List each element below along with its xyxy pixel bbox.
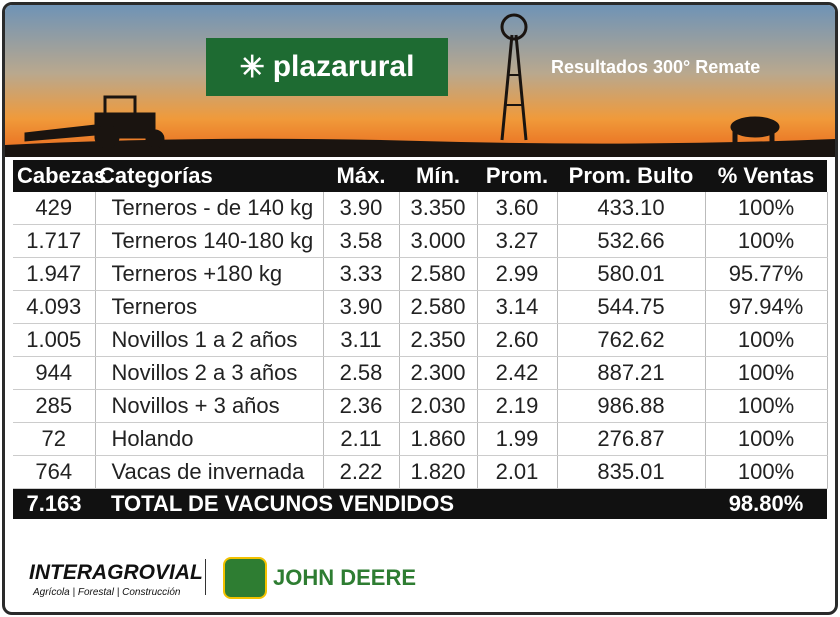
cell: 2.030 <box>399 389 478 423</box>
cell: Novillos + 3 años <box>95 389 324 423</box>
total-heads: 7.163 <box>13 488 95 519</box>
column-header: Cabezas <box>13 160 106 192</box>
cell: 1.005 <box>13 323 96 357</box>
brand-logo: ✳ plazarural <box>206 38 448 96</box>
sponsor-tagline: Agrícola | Forestal | Construcción <box>33 587 181 598</box>
table-row: 1.947 Terneros +180 kg 3.33 2.580 2.99 580.01… <box>13 257 828 291</box>
cell: 95.77% <box>705 257 828 291</box>
subtitle: Resultados 300° Remate <box>551 57 761 77</box>
column-header: Mín. <box>399 160 477 192</box>
cell: 1.860 <box>399 422 478 456</box>
cell: 1.717 <box>13 224 96 258</box>
cell: Terneros +180 kg <box>95 257 324 291</box>
table-row: 764 Vacas de invernada 2.22 1.820 2.01 835.01… <box>13 455 828 489</box>
total-percent: 98.80% <box>705 488 827 519</box>
table-row: 285 Novillos + 3 años 2.36 2.030 2.19 986.88 1… <box>13 389 828 423</box>
cell: 72 <box>13 422 96 456</box>
cell: 4.093 <box>13 290 96 324</box>
cell: 2.580 <box>399 290 478 324</box>
cell: 3.11 <box>323 323 400 357</box>
column-header: Prom. <box>477 160 557 192</box>
cell: 986.88 <box>557 389 706 423</box>
column-header: Máx. <box>323 160 399 192</box>
cell: 764 <box>13 455 96 489</box>
table-row: 944 Novillos 2 a 3 años 2.58 2.300 2.42 887.2… <box>13 356 828 390</box>
separator <box>205 559 206 595</box>
table-row: 72 Holando 2.11 1.860 1.99 276.87 100% <box>13 422 828 456</box>
cell: 3.33 <box>323 257 400 291</box>
total-row: 7.163 TOTAL DE VACUNOS VENDIDOS 98.80% <box>13 488 827 519</box>
cell: 2.01 <box>477 455 558 489</box>
table-row: 1.005 Novillos 1 a 2 años 3.11 2.350 2.60 762… <box>13 323 828 357</box>
cell: 1.947 <box>13 257 96 291</box>
cell: 1.99 <box>477 422 558 456</box>
cell: 97.94% <box>705 290 828 324</box>
cell: 2.99 <box>477 257 558 291</box>
cell: 2.60 <box>477 323 558 357</box>
cell: 3.60 <box>477 192 558 225</box>
cell: 2.19 <box>477 389 558 423</box>
brand: plazarural <box>272 50 415 83</box>
cell: 3.000 <box>399 224 478 258</box>
column-header: Prom. Bulto <box>557 160 705 192</box>
cell: 100% <box>705 224 828 258</box>
cell: 100% <box>705 455 828 489</box>
cell: 100% <box>705 389 828 423</box>
cell: 544.75 <box>557 290 706 324</box>
cell: 3.90 <box>323 290 400 324</box>
cell: Holando <box>95 422 324 456</box>
cell: 3.58 <box>323 224 400 258</box>
cell: Novillos 2 a 3 años <box>95 356 324 390</box>
table-row: 1.717 Terneros 140-180 kg 3.58 3.000 3.27 532… <box>13 224 828 258</box>
cell: 2.22 <box>323 455 400 489</box>
cell: 100% <box>705 356 828 390</box>
table-row: 429 Terneros - de 140 kg 3.90 3.350 3.60 433.… <box>13 192 828 225</box>
table-row: 4.093 Terneros 3.90 2.580 3.14 544.75 97.94% <box>13 290 828 324</box>
column-header: Categorías <box>95 160 323 192</box>
cell: 2.36 <box>323 389 400 423</box>
results-table: Cabezas Categorías Máx. Mín. Prom. Prom. Bult… <box>13 160 828 519</box>
cell: 429 <box>13 192 96 225</box>
cell: Terneros - de 140 kg <box>95 192 324 225</box>
cell: 1.820 <box>399 455 478 489</box>
cell: 762.62 <box>557 323 706 357</box>
cell: Vacas de invernada <box>95 455 324 489</box>
cell: 532.66 <box>557 224 706 258</box>
sponsor: JOHN DEERE <box>273 565 417 590</box>
cell: 944 <box>13 356 96 390</box>
footer: INTERAGROVIAL Agrícola | Forestal | Cons… <box>5 545 835 612</box>
cell: 2.350 <box>399 323 478 357</box>
sponsor-icon <box>223 557 267 599</box>
cell: 285 <box>13 389 96 423</box>
cell: Terneros <box>95 290 324 324</box>
cell: 100% <box>705 192 828 225</box>
cell: 433.10 <box>557 192 706 225</box>
cell: 2.58 <box>323 356 400 390</box>
cell: 3.350 <box>399 192 478 225</box>
cell: 100% <box>705 323 828 357</box>
cell: 100% <box>705 422 828 456</box>
cell: 2.42 <box>477 356 558 390</box>
cell: 3.90 <box>323 192 400 225</box>
cell: 2.11 <box>323 422 400 456</box>
banner <box>5 5 835 157</box>
logo-icon: ✳ <box>239 50 265 84</box>
cell: 2.580 <box>399 257 478 291</box>
cell: 3.27 <box>477 224 558 258</box>
header-row: Cabezas Categorías Máx. Mín. Prom. Prom. Bult… <box>13 160 827 192</box>
cell: 3.14 <box>477 290 558 324</box>
column-header: % Ventas <box>705 160 827 192</box>
cell: Novillos 1 a 2 años <box>95 323 324 357</box>
cell: 887.21 <box>557 356 706 390</box>
cell: 2.300 <box>399 356 478 390</box>
cell: 276.87 <box>557 422 706 456</box>
sponsor: INTERAGROVIAL <box>29 561 203 584</box>
total-label: TOTAL DE VACUNOS VENDIDOS <box>95 488 705 519</box>
cell: 835.01 <box>557 455 706 489</box>
cell: 580.01 <box>557 257 706 291</box>
cell: Terneros 140-180 kg <box>95 224 324 258</box>
